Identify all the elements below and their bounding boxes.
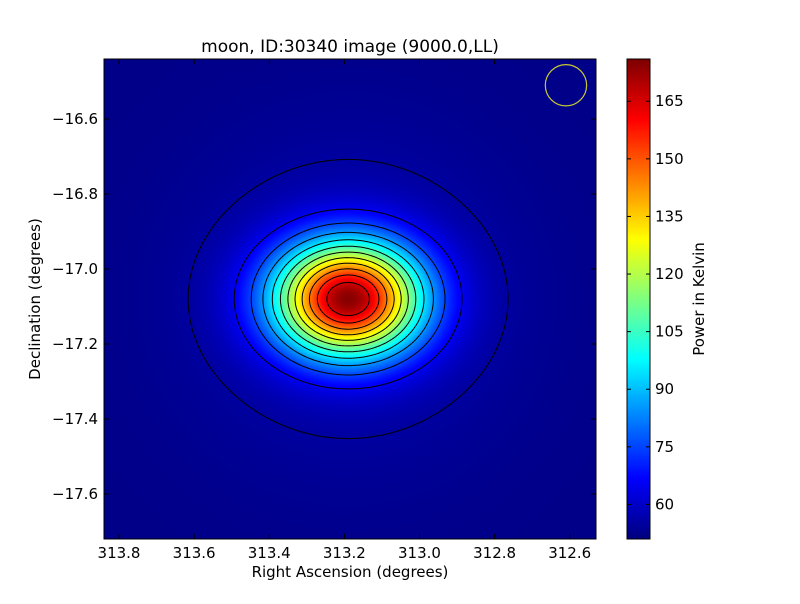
y-tick-label: −17.2: [52, 335, 98, 353]
contour-line: [271, 239, 425, 359]
colorbar-frame: [626, 58, 651, 540]
colorbar-tick-label: 165: [655, 92, 684, 110]
contour-line: [316, 274, 380, 324]
y-tick-label: −17.4: [52, 410, 98, 428]
y-tick-label: −17.0: [52, 260, 98, 278]
y-axis-label: Declination (degrees): [26, 218, 44, 380]
x-tick-label: 313.0: [398, 544, 441, 562]
x-tick-label: 313.2: [323, 544, 366, 562]
y-tick-label: −16.6: [52, 110, 98, 128]
plot-area: [103, 58, 597, 540]
x-tick-label: 312.8: [473, 544, 516, 562]
colorbar-gradient: [627, 59, 650, 539]
x-axis-label: Right Ascension (degrees): [252, 563, 449, 581]
colorbar-tick-label: 135: [655, 207, 684, 225]
chart-title: moon, ID:30340 image (9000.0,LL): [201, 37, 499, 57]
colorbar-label: Power in Kelvin: [690, 242, 708, 356]
colorbar-tick-label: 105: [655, 323, 684, 341]
beam-ellipse: [544, 64, 588, 107]
heatmap-image: [104, 59, 596, 539]
colorbar-tick-label: 150: [655, 150, 684, 168]
contour-line: [301, 262, 395, 336]
contour-line: [250, 222, 446, 376]
colorbar-tick-label: 120: [655, 265, 684, 283]
y-tick-label: −17.6: [52, 485, 98, 503]
contour-lines: [187, 158, 509, 440]
colorbar-tick-label: 75: [655, 438, 674, 456]
y-axis: −16.6 −16.8 −17.0 −17.2 −17.4 −17.6: [52, 110, 596, 503]
colorbar-tick-label: 60: [655, 495, 674, 513]
contour-line: [294, 257, 402, 341]
colorbar-tick-label: 90: [655, 380, 674, 398]
y-tick-label: −16.8: [52, 185, 98, 203]
colorbar: 60 75 90 105 120 135 150 165 Power in Kelvin: [626, 58, 708, 540]
contour-line: [308, 268, 388, 330]
contour-line: [279, 245, 417, 353]
contour-line: [262, 231, 434, 367]
x-tick-label: 313.8: [98, 544, 141, 562]
x-tick-label: 312.6: [548, 544, 591, 562]
x-axis: 313.8 313.6 313.4 313.2 313.0 312.8 312.6: [98, 59, 591, 562]
x-tick-label: 313.6: [173, 544, 216, 562]
colorbar-ticks: 60 75 90 105 120 135 150 165: [627, 92, 684, 513]
contour-line: [233, 208, 463, 390]
plot-frame: [103, 58, 597, 540]
contour-line: [287, 251, 409, 347]
contour-line: [187, 158, 509, 440]
x-tick-label: 313.4: [248, 544, 291, 562]
contour-line: [326, 282, 370, 316]
